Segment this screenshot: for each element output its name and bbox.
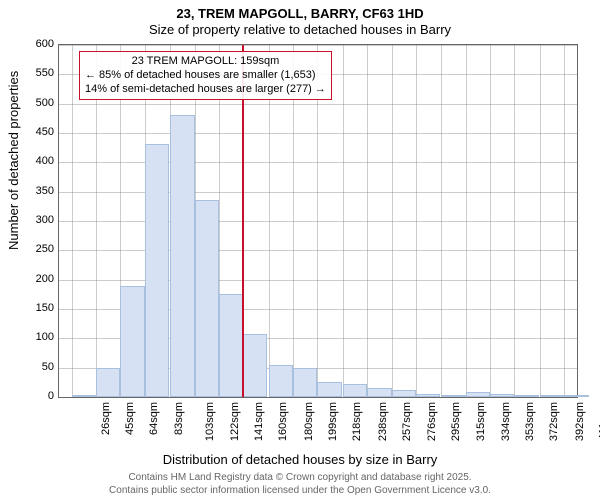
histogram-bar — [540, 395, 564, 397]
x-axis-label: Distribution of detached houses by size … — [0, 452, 600, 467]
histogram-bar — [490, 394, 514, 397]
y-tick-label: 200 — [36, 273, 54, 285]
y-tick-label: 550 — [36, 67, 54, 79]
x-tick-label: 26sqm — [100, 402, 112, 435]
gridline-vertical — [416, 45, 417, 397]
gridline-vertical — [392, 45, 393, 397]
histogram-bar — [195, 200, 219, 397]
y-tick-label: 300 — [36, 214, 54, 226]
x-tick-label: 64sqm — [148, 402, 160, 435]
gridline-vertical — [72, 45, 73, 397]
x-tick-label: 199sqm — [327, 402, 339, 441]
gridline-vertical — [367, 45, 368, 397]
histogram-bar — [317, 382, 341, 397]
x-tick-label: 103sqm — [204, 402, 216, 441]
y-tick-label: 50 — [42, 361, 54, 373]
histogram-bar — [514, 395, 538, 397]
gridline-vertical — [564, 45, 565, 397]
y-axis-label: Number of detached properties — [6, 71, 21, 250]
histogram-bar — [343, 384, 367, 397]
histogram-bar — [243, 334, 267, 397]
y-tick-label: 150 — [36, 302, 54, 314]
histogram-bar — [96, 368, 120, 397]
x-tick-label: 45sqm — [124, 402, 136, 435]
x-tick-label: 141sqm — [253, 402, 265, 441]
histogram-bar — [170, 115, 194, 397]
x-tick-label: 257sqm — [401, 402, 413, 441]
histogram-bar — [466, 392, 490, 397]
histogram-bar — [72, 395, 96, 397]
gridline-vertical — [514, 45, 515, 397]
x-tick-label: 334sqm — [500, 402, 512, 441]
y-tick-label: 250 — [36, 243, 54, 255]
chart-title-address: 23, TREM MAPGOLL, BARRY, CF63 1HD — [0, 6, 600, 21]
gridline-vertical — [343, 45, 344, 397]
y-tick-label: 100 — [36, 331, 54, 343]
y-tick-label: 600 — [36, 38, 54, 50]
y-tick-label: 400 — [36, 155, 54, 167]
histogram-bar — [145, 144, 169, 397]
x-tick-label: 180sqm — [303, 402, 315, 441]
y-tick-label: 450 — [36, 126, 54, 138]
histogram-bar — [219, 294, 243, 397]
histogram-bar — [269, 365, 293, 397]
histogram-bar — [564, 395, 588, 397]
x-tick-label: 160sqm — [277, 402, 289, 441]
y-tick-label: 500 — [36, 97, 54, 109]
histogram-bar — [293, 368, 317, 397]
annotation-larger: 14% of semi-detached houses are larger (… — [85, 83, 326, 97]
x-tick-label: 295sqm — [450, 402, 462, 441]
gridline-vertical — [540, 45, 541, 397]
attribution-line2: Contains public sector information licen… — [0, 485, 600, 496]
histogram-bar — [441, 395, 465, 397]
annotation-title: 23 TREM MAPGOLL: 159sqm — [85, 55, 326, 69]
x-tick-label: 122sqm — [229, 402, 241, 441]
gridline-vertical — [490, 45, 491, 397]
annotation-box: 23 TREM MAPGOLL: 159sqm← 85% of detached… — [79, 51, 332, 100]
attribution-line1: Contains HM Land Registry data © Crown c… — [0, 472, 600, 483]
x-tick-label: 392sqm — [574, 402, 586, 441]
y-tick-label: 350 — [36, 185, 54, 197]
gridline-vertical — [466, 45, 467, 397]
chart-subtitle: Size of property relative to detached ho… — [0, 22, 600, 37]
x-tick-label: 372sqm — [548, 402, 560, 441]
x-tick-label: 83sqm — [173, 402, 185, 435]
histogram-bar — [120, 286, 144, 397]
gridline-vertical — [441, 45, 442, 397]
x-tick-label: 238sqm — [377, 402, 389, 441]
annotation-smaller: ← 85% of detached houses are smaller (1,… — [85, 69, 326, 83]
x-tick-label: 276sqm — [426, 402, 438, 441]
y-tick-label: 0 — [48, 390, 54, 402]
x-tick-label: 353sqm — [524, 402, 536, 441]
x-tick-label: 218sqm — [352, 402, 364, 441]
x-tick-label: 315sqm — [476, 402, 488, 441]
histogram-bar — [367, 388, 391, 397]
histogram-bar — [392, 390, 416, 397]
histogram-bar — [416, 394, 440, 397]
histogram-chart: 23, TREM MAPGOLL, BARRY, CF63 1HD Size o… — [0, 0, 600, 500]
plot-area: 23 TREM MAPGOLL: 159sqm← 85% of detached… — [58, 44, 578, 398]
